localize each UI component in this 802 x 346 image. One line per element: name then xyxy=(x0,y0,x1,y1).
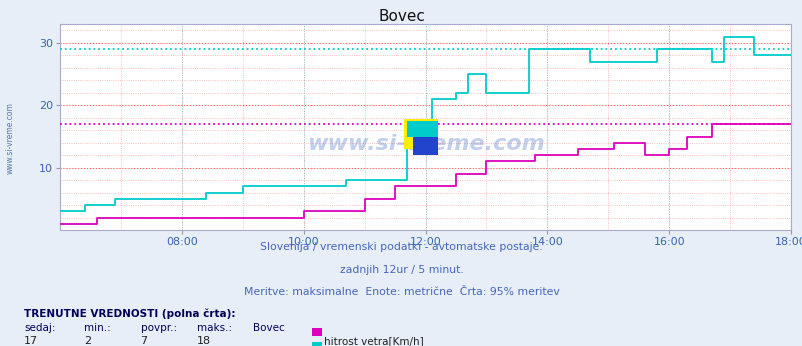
Text: Bovec: Bovec xyxy=(378,9,424,24)
Text: www.si-vreme.com: www.si-vreme.com xyxy=(6,102,15,174)
Text: Slovenija / vremenski podatki - avtomatske postaje.: Slovenija / vremenski podatki - avtomats… xyxy=(260,242,542,252)
Text: Meritve: maksimalne  Enote: metrične  Črta: 95% meritev: Meritve: maksimalne Enote: metrične Črta… xyxy=(243,287,559,297)
FancyBboxPatch shape xyxy=(407,121,437,137)
Text: zadnjih 12ur / 5 minut.: zadnjih 12ur / 5 minut. xyxy=(339,265,463,275)
Text: sedaj:: sedaj: xyxy=(24,323,55,333)
Text: maks.:: maks.: xyxy=(196,323,232,333)
Text: 7: 7 xyxy=(140,336,148,346)
Text: 2: 2 xyxy=(84,336,91,346)
Text: povpr.:: povpr.: xyxy=(140,323,176,333)
Text: 18: 18 xyxy=(196,336,211,346)
FancyBboxPatch shape xyxy=(413,131,437,155)
Text: www.si-vreme.com: www.si-vreme.com xyxy=(306,134,544,154)
Text: TRENUTNE VREDNOSTI (polna črta):: TRENUTNE VREDNOSTI (polna črta): xyxy=(24,309,235,319)
Text: min.:: min.: xyxy=(84,323,111,333)
Text: 17: 17 xyxy=(24,336,38,346)
Text: Bovec: Bovec xyxy=(253,323,285,333)
FancyBboxPatch shape xyxy=(403,119,437,149)
Text: hitrost vetra[Km/h]: hitrost vetra[Km/h] xyxy=(324,336,423,346)
